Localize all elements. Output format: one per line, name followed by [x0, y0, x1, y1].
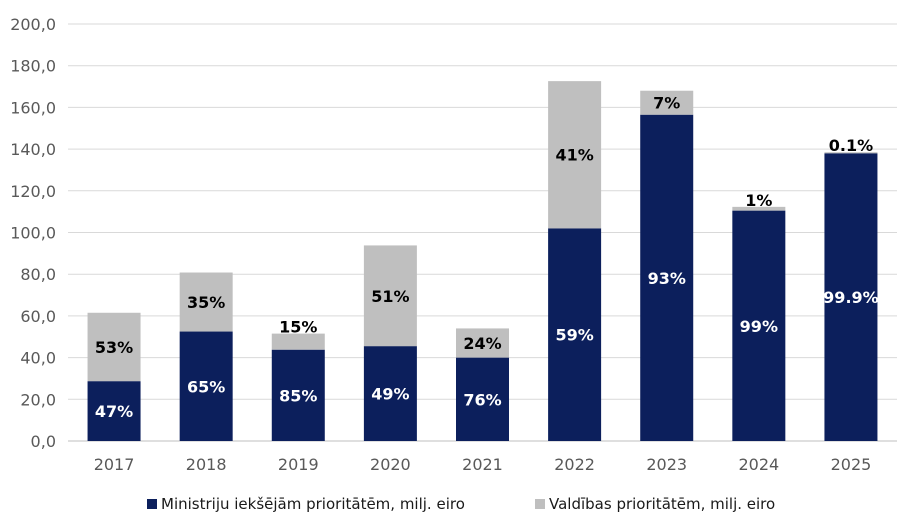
legend-swatch-ministriju — [147, 499, 157, 509]
data-label-valdibas: 15% — [279, 318, 317, 337]
legend-item-ministriju: Ministriju iekšējām prioritātēm, milj. e… — [147, 495, 465, 513]
y-tick-label: 200,0 — [10, 15, 56, 34]
y-tick-label: 160,0 — [10, 98, 56, 117]
data-label-valdibas: 1% — [745, 191, 772, 210]
data-label-ministriju: 59% — [555, 326, 593, 345]
y-tick-label: 80,0 — [20, 265, 56, 284]
bar-valdibas — [363, 245, 417, 347]
legend-label-valdibas: Valdības prioritātēm, milj. eiro — [549, 495, 776, 513]
x-tick-label: 2025 — [831, 455, 872, 474]
legend-item-valdibas: Valdības prioritātēm, milj. eiro — [535, 495, 775, 513]
bar-ministriju — [456, 357, 509, 441]
data-label-valdibas: 41% — [555, 146, 593, 165]
y-tick-label: 120,0 — [10, 182, 56, 201]
bar-valdibas — [732, 206, 786, 211]
data-label-ministriju: 49% — [371, 385, 409, 404]
data-label-ministriju: 85% — [279, 386, 317, 405]
bar-valdibas — [179, 272, 233, 332]
data-label-ministriju: 99% — [740, 317, 778, 336]
x-tick-label: 2022 — [554, 455, 595, 474]
stacked-bar-chart: 0,0 20,0 40,0 60,0 80,0 100,0 120,0 140,0 160,0 1… — [10, 15, 897, 474]
bar-ministriju — [640, 114, 694, 441]
legend: Ministriju iekšējām prioritātēm, milj. e… — [0, 495, 897, 515]
bar-valdibas — [271, 333, 325, 350]
data-label-valdibas: 0.1% — [829, 136, 873, 155]
bar-valdibas — [548, 81, 602, 229]
x-tick-label: 2017 — [94, 455, 135, 474]
x-tick-label: 2018 — [186, 455, 227, 474]
legend-label-ministriju: Ministriju iekšējām prioritātēm, milj. e… — [161, 495, 465, 513]
y-tick-label: 60,0 — [20, 307, 56, 326]
y-tick-label: 180,0 — [10, 57, 56, 76]
bar-ministriju — [548, 228, 602, 441]
bar-ministriju — [363, 346, 417, 441]
x-tick-label: 2021 — [462, 455, 503, 474]
y-tick-label: 40,0 — [20, 349, 56, 368]
y-tick-label: 140,0 — [10, 140, 56, 159]
data-label-ministriju: 76% — [463, 390, 501, 409]
data-label-valdibas: 24% — [463, 334, 501, 353]
data-label-valdibas: 53% — [95, 338, 133, 357]
bar-valdibas — [824, 152, 878, 154]
bar-valdibas — [640, 90, 694, 115]
bar-valdibas — [87, 312, 141, 382]
y-tick-label: 100,0 — [10, 224, 56, 243]
data-label-valdibas: 35% — [187, 293, 225, 312]
x-tick-label: 2023 — [646, 455, 687, 474]
data-label-ministriju: 65% — [187, 377, 225, 396]
data-label-ministriju: 93% — [648, 269, 686, 288]
bar-ministriju — [732, 210, 786, 441]
bar-ministriju — [87, 381, 141, 441]
legend-swatch-valdibas — [535, 499, 545, 509]
bar-valdibas — [456, 328, 509, 358]
y-tick-label: 0,0 — [31, 432, 56, 451]
x-tick-label: 2019 — [278, 455, 319, 474]
data-label-valdibas: 51% — [371, 287, 409, 306]
bar-ministriju — [271, 349, 325, 441]
data-label-ministriju: 47% — [95, 402, 133, 421]
data-label-ministriju: 99.9% — [823, 288, 879, 307]
data-label-valdibas: 7% — [653, 94, 680, 113]
y-tick-label: 20,0 — [20, 390, 56, 409]
bar-ministriju — [179, 331, 233, 441]
x-tick-label: 2020 — [370, 455, 411, 474]
x-tick-label: 2024 — [738, 455, 779, 474]
bar-ministriju — [824, 153, 878, 441]
